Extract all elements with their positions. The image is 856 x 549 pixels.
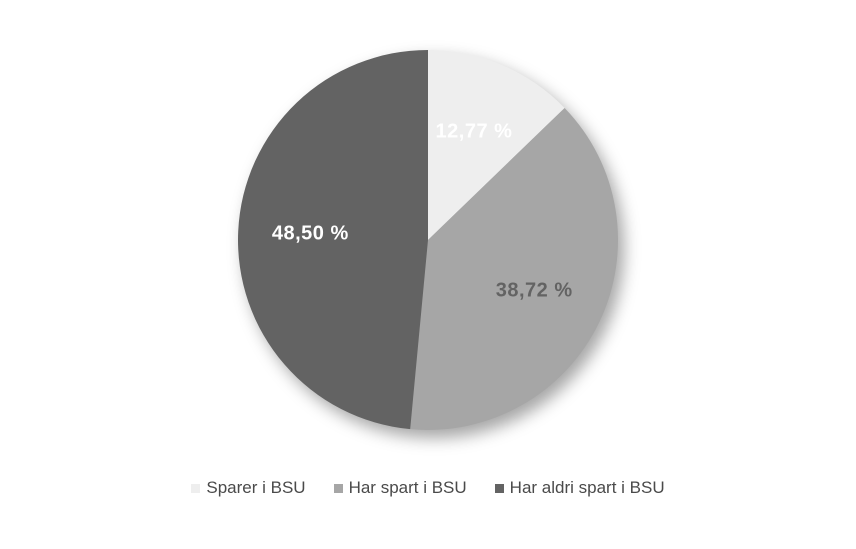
legend-label-har_spart: Har spart i BSU — [349, 478, 467, 498]
legend-label-aldri_spart: Har aldri spart i BSU — [510, 478, 665, 498]
slice-label-har_spart: 38,72 % — [496, 280, 573, 303]
legend-item-har_spart: Har spart i BSU — [334, 478, 467, 498]
slice-label-aldri_spart: 48,50 % — [272, 223, 349, 246]
legend: Sparer i BSU Har spart i BSU Har aldri spa… — [191, 478, 664, 498]
pie-wrapper: 12,77 % 38,72 % 48,50 % — [238, 50, 618, 430]
legend-swatch-har_spart — [334, 484, 343, 493]
slice-label-sparer: 12,77 % — [436, 120, 513, 143]
legend-item-aldri_spart: Har aldri spart i BSU — [495, 478, 665, 498]
legend-swatch-sparer — [191, 484, 200, 493]
legend-item-sparer: Sparer i BSU — [191, 478, 305, 498]
legend-swatch-aldri_spart — [495, 484, 504, 493]
legend-label-sparer: Sparer i BSU — [206, 478, 305, 498]
pie-chart-container: 12,77 % 38,72 % 48,50 % Sparer i BSU Har sp… — [0, 0, 856, 549]
